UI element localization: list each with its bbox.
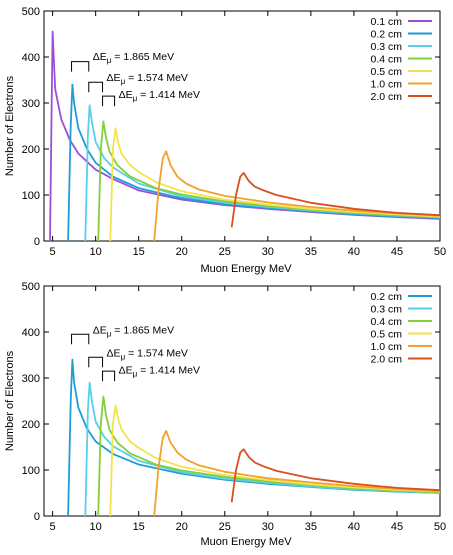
legend-label: 1.0 cm xyxy=(370,79,402,91)
x-tick-label: 45 xyxy=(391,246,403,258)
legend-label: 0.5 cm xyxy=(370,66,402,78)
y-tick-label: 200 xyxy=(22,419,40,431)
y-tick-label: 0 xyxy=(34,236,40,248)
x-tick-label: 15 xyxy=(133,521,145,533)
series-line-0-5-cm xyxy=(109,127,441,242)
plot-frame xyxy=(43,10,441,242)
annotation-bracket xyxy=(102,370,116,382)
x-tick-label: 50 xyxy=(434,246,446,258)
x-tick-label: 30 xyxy=(262,246,274,258)
legend-label: 0.2 cm xyxy=(370,291,402,303)
x-axis-label: Muon Energy MeV xyxy=(200,536,292,548)
x-tick-label: 5 xyxy=(50,521,56,533)
x-tick-label: 35 xyxy=(305,521,317,533)
x-tick-label: 25 xyxy=(219,246,231,258)
y-tick-label: 500 xyxy=(22,6,40,18)
x-tick-label: 40 xyxy=(348,246,360,258)
annotation-label: ΔEμ = 1.574 MeV xyxy=(107,348,188,362)
legend-label: 0.3 cm xyxy=(370,304,402,316)
legend-label: 1.0 cm xyxy=(370,341,402,353)
x-tick-label: 35 xyxy=(305,246,317,258)
y-tick-label: 300 xyxy=(22,373,40,385)
annotation-label: ΔEμ = 1.574 MeV xyxy=(107,72,188,86)
x-tick-label: 40 xyxy=(348,521,360,533)
x-tick-label: 25 xyxy=(219,521,231,533)
annotation-label: ΔEμ = 1.865 MeV xyxy=(93,325,174,339)
annotation-bracket xyxy=(88,356,104,368)
legend-label: 2.0 cm xyxy=(370,354,402,366)
y-tick-label: 300 xyxy=(22,98,40,110)
x-tick-label: 20 xyxy=(176,521,188,533)
series-line-0-3-cm xyxy=(84,381,441,517)
series-line-0-4-cm xyxy=(97,395,441,517)
legend-label: 0.1 cm xyxy=(370,16,402,28)
x-tick-label: 30 xyxy=(262,521,274,533)
series-line-0-3-cm xyxy=(84,104,441,242)
legend-label: 2.0 cm xyxy=(370,91,402,103)
y-tick-label: 100 xyxy=(22,465,40,477)
series-line-1-0-cm xyxy=(153,150,441,242)
x-tick-label: 15 xyxy=(133,246,145,258)
y-tick-label: 400 xyxy=(22,52,40,64)
annotation-bracket xyxy=(88,81,104,93)
annotation-bracket xyxy=(71,61,90,72)
y-tick-label: 400 xyxy=(22,327,40,339)
y-axis-label: Number of Electrons xyxy=(4,350,16,451)
series-line-0-2-cm xyxy=(67,83,441,242)
annotation-bracket xyxy=(71,333,90,345)
annotation-bracket xyxy=(102,95,116,107)
plot-frame xyxy=(43,285,441,517)
annotation-label: ΔEμ = 1.865 MeV xyxy=(93,51,174,65)
series-line-2-0-cm xyxy=(230,171,441,228)
series-line-0-4-cm xyxy=(97,120,441,242)
legend-label: 0.4 cm xyxy=(370,316,402,328)
series-line-0-5-cm xyxy=(109,404,441,517)
annotation-label: ΔEμ = 1.414 MeV xyxy=(119,89,200,103)
x-tick-label: 20 xyxy=(176,246,188,258)
x-tick-label: 10 xyxy=(90,246,102,258)
x-tick-label: 10 xyxy=(90,521,102,533)
series-line-2-0-cm xyxy=(230,448,441,503)
x-tick-label: 45 xyxy=(391,521,403,533)
x-axis-label: Muon Energy MeV xyxy=(200,263,292,275)
y-tick-label: 0 xyxy=(34,511,40,523)
x-tick-label: 50 xyxy=(434,521,446,533)
series-line-0-2-cm xyxy=(67,358,441,517)
legend-label: 0.4 cm xyxy=(370,54,402,66)
y-tick-label: 100 xyxy=(22,190,40,202)
legend-label: 0.3 cm xyxy=(370,41,402,53)
legend-label: 0.5 cm xyxy=(370,329,402,341)
x-tick-label: 5 xyxy=(50,246,56,258)
legend-label: 0.2 cm xyxy=(370,29,402,41)
y-tick-label: 500 xyxy=(22,281,40,293)
annotation-label: ΔEμ = 1.414 MeV xyxy=(119,365,200,379)
series-line-1-0-cm xyxy=(153,429,441,517)
y-tick-label: 200 xyxy=(22,144,40,156)
y-axis-label: Number of Electrons xyxy=(4,75,16,176)
